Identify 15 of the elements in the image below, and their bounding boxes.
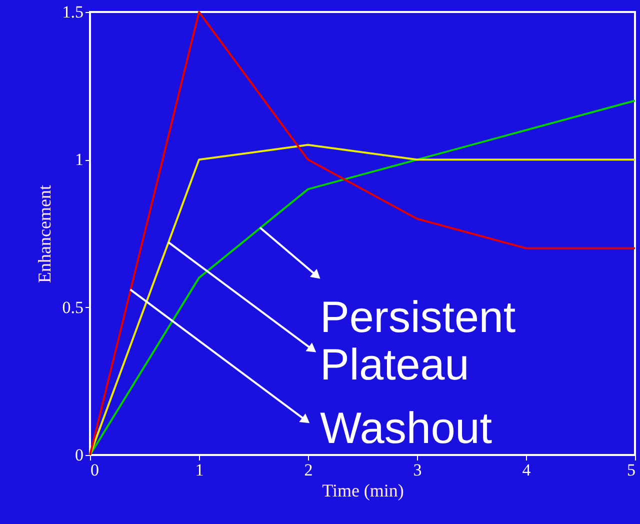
x-tick-label: 4 (522, 460, 532, 480)
x-tick-label: 0 (90, 460, 99, 480)
y-tick-label: 0 (75, 446, 84, 464)
x-axis-title: Time (min) (322, 480, 404, 500)
y-axis-title: Enhancement (34, 185, 54, 283)
x-tick-label: 5 (627, 460, 636, 480)
x-tick-label: 3 (413, 460, 422, 480)
y-tick-label: 0.5 (62, 298, 84, 317)
y-tick-label: 1 (75, 150, 84, 170)
annotation: Washout (320, 404, 492, 453)
y-tick-label: 1.5 (62, 2, 84, 22)
annotation: Persistent (320, 293, 516, 342)
x-tick-label: 2 (304, 460, 313, 480)
x-tick-label: 1 (195, 460, 204, 480)
annotation: Plateau (320, 340, 470, 390)
